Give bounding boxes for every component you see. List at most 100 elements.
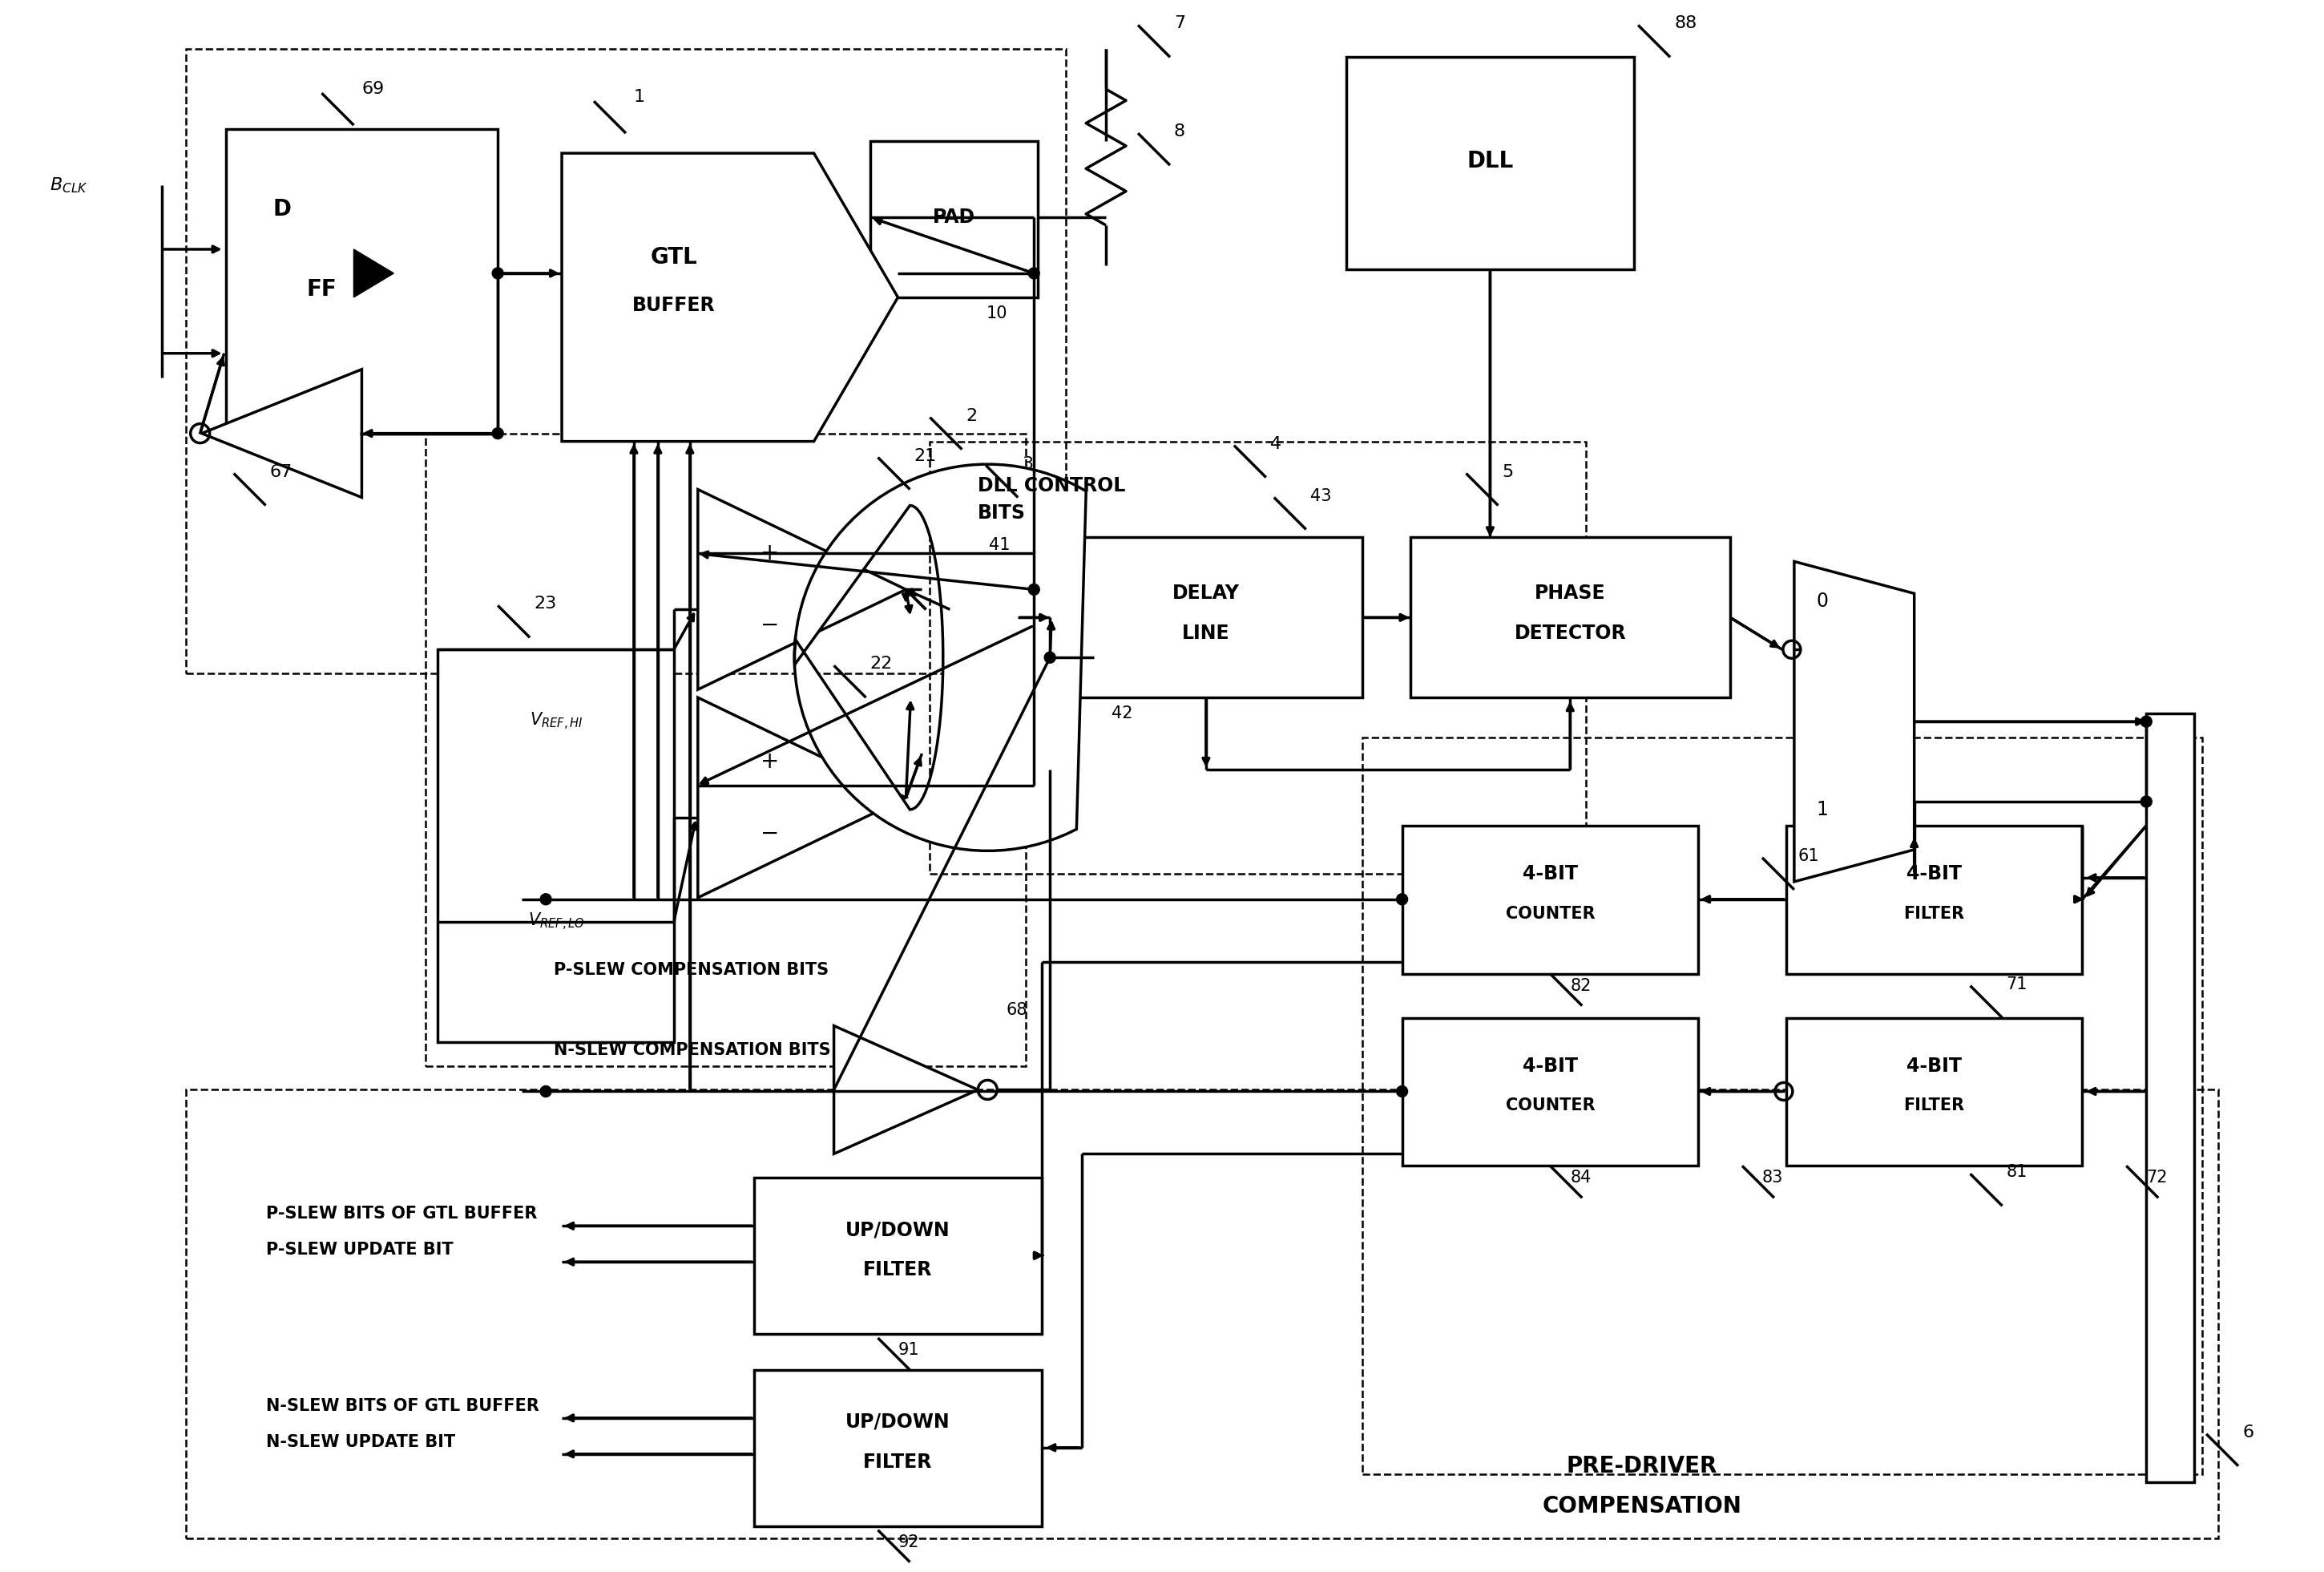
Text: 10: 10 <box>985 305 1006 321</box>
Text: 61: 61 <box>1799 847 1820 865</box>
Text: FILTER: FILTER <box>862 1261 932 1280</box>
Text: BUFFER: BUFFER <box>632 296 716 314</box>
Text: PAD: PAD <box>932 208 976 226</box>
Text: 6: 6 <box>2243 1424 2254 1440</box>
Text: +: + <box>760 542 779 564</box>
Text: 84: 84 <box>1571 1170 1592 1185</box>
Text: BITS: BITS <box>978 503 1025 523</box>
Bar <box>1362 737 2203 1475</box>
Text: 5: 5 <box>1501 464 1513 479</box>
Polygon shape <box>562 152 897 442</box>
Circle shape <box>1397 1086 1408 1097</box>
Text: UP/DOWN: UP/DOWN <box>846 1412 951 1432</box>
Circle shape <box>1027 583 1039 596</box>
Bar <box>1411 538 1729 698</box>
Text: 67: 67 <box>270 464 293 479</box>
Text: 69: 69 <box>363 82 383 97</box>
Text: 4: 4 <box>1269 435 1281 451</box>
Circle shape <box>2140 715 2152 728</box>
Polygon shape <box>202 369 363 497</box>
Bar <box>186 1089 2219 1537</box>
Text: FILTER: FILTER <box>862 1453 932 1471</box>
Text: P-SLEW COMPENSATION BITS: P-SLEW COMPENSATION BITS <box>553 962 830 978</box>
Text: 81: 81 <box>2006 1165 2027 1181</box>
Bar <box>1787 1017 2082 1166</box>
Text: −: − <box>760 615 779 637</box>
Text: D: D <box>272 198 290 220</box>
Circle shape <box>493 267 504 278</box>
Bar <box>225 129 497 434</box>
Text: 4-BIT: 4-BIT <box>1522 1056 1578 1075</box>
Polygon shape <box>353 250 393 297</box>
Bar <box>1050 538 1362 698</box>
Circle shape <box>1043 652 1055 663</box>
Text: 82: 82 <box>1571 978 1592 994</box>
Bar <box>753 1369 1041 1526</box>
Bar <box>425 434 1025 1066</box>
Text: 72: 72 <box>2147 1170 2168 1185</box>
Bar <box>1787 825 2082 973</box>
Text: $B_{CLK}$: $B_{CLK}$ <box>49 176 88 195</box>
Text: +: + <box>760 750 779 773</box>
Text: 68: 68 <box>1006 1001 1027 1017</box>
Text: 3: 3 <box>1023 456 1034 472</box>
Text: 91: 91 <box>897 1342 920 1358</box>
Text: 1: 1 <box>1817 800 1829 819</box>
Text: 88: 88 <box>1673 16 1697 31</box>
Text: COMPENSATION: COMPENSATION <box>1543 1495 1743 1517</box>
Polygon shape <box>795 464 1085 850</box>
Circle shape <box>493 428 504 439</box>
Bar <box>186 49 1067 673</box>
Polygon shape <box>834 1027 978 1154</box>
Text: P-SLEW UPDATE BIT: P-SLEW UPDATE BIT <box>265 1242 453 1258</box>
Text: 83: 83 <box>1762 1170 1783 1185</box>
Text: 1: 1 <box>634 90 646 105</box>
Text: PRE-DRIVER: PRE-DRIVER <box>1566 1454 1717 1478</box>
Circle shape <box>1397 893 1408 905</box>
Text: 2: 2 <box>967 407 978 424</box>
Text: 42: 42 <box>1111 706 1132 722</box>
Text: $V_{REF,LO}$: $V_{REF,LO}$ <box>528 912 586 932</box>
Bar <box>753 1177 1041 1335</box>
Text: 41: 41 <box>988 538 1011 553</box>
Polygon shape <box>697 698 906 898</box>
Text: FILTER: FILTER <box>1903 905 1964 921</box>
Text: 4-BIT: 4-BIT <box>1906 1056 1961 1075</box>
Text: 4-BIT: 4-BIT <box>1906 865 1961 883</box>
Text: FILTER: FILTER <box>1903 1097 1964 1115</box>
Circle shape <box>1027 267 1039 278</box>
Bar <box>1401 825 1699 973</box>
Text: UP/DOWN: UP/DOWN <box>846 1220 951 1239</box>
Circle shape <box>539 893 551 905</box>
Text: DETECTOR: DETECTOR <box>1515 624 1627 643</box>
Text: 21: 21 <box>913 448 937 464</box>
Text: DELAY: DELAY <box>1171 583 1239 604</box>
Text: N-SLEW UPDATE BIT: N-SLEW UPDATE BIT <box>265 1434 456 1449</box>
Circle shape <box>539 1086 551 1097</box>
Circle shape <box>2140 795 2152 806</box>
Text: 92: 92 <box>897 1534 920 1550</box>
Text: DLL CONTROL: DLL CONTROL <box>978 476 1125 495</box>
Bar <box>1401 1017 1699 1166</box>
Text: COUNTER: COUNTER <box>1506 905 1594 921</box>
Bar <box>930 442 1585 874</box>
Text: 0: 0 <box>1815 593 1829 612</box>
Text: COUNTER: COUNTER <box>1506 1097 1594 1115</box>
Polygon shape <box>1794 561 1915 882</box>
Polygon shape <box>697 489 906 690</box>
Text: 23: 23 <box>535 596 555 612</box>
Text: $V_{REF,HI}$: $V_{REF,HI}$ <box>530 711 583 733</box>
Text: 71: 71 <box>2006 976 2027 992</box>
Text: PHASE: PHASE <box>1534 583 1606 604</box>
Bar <box>1346 57 1634 269</box>
Text: N-SLEW BITS OF GTL BUFFER: N-SLEW BITS OF GTL BUFFER <box>265 1398 539 1413</box>
Bar <box>869 141 1039 297</box>
Text: LINE: LINE <box>1183 624 1229 643</box>
Text: 4-BIT: 4-BIT <box>1522 865 1578 883</box>
Text: 7: 7 <box>1174 16 1185 31</box>
Text: 22: 22 <box>869 656 892 671</box>
Text: GTL: GTL <box>651 247 697 269</box>
Text: 8: 8 <box>1174 124 1185 140</box>
Text: 43: 43 <box>1311 487 1332 505</box>
Text: FF: FF <box>307 278 337 300</box>
